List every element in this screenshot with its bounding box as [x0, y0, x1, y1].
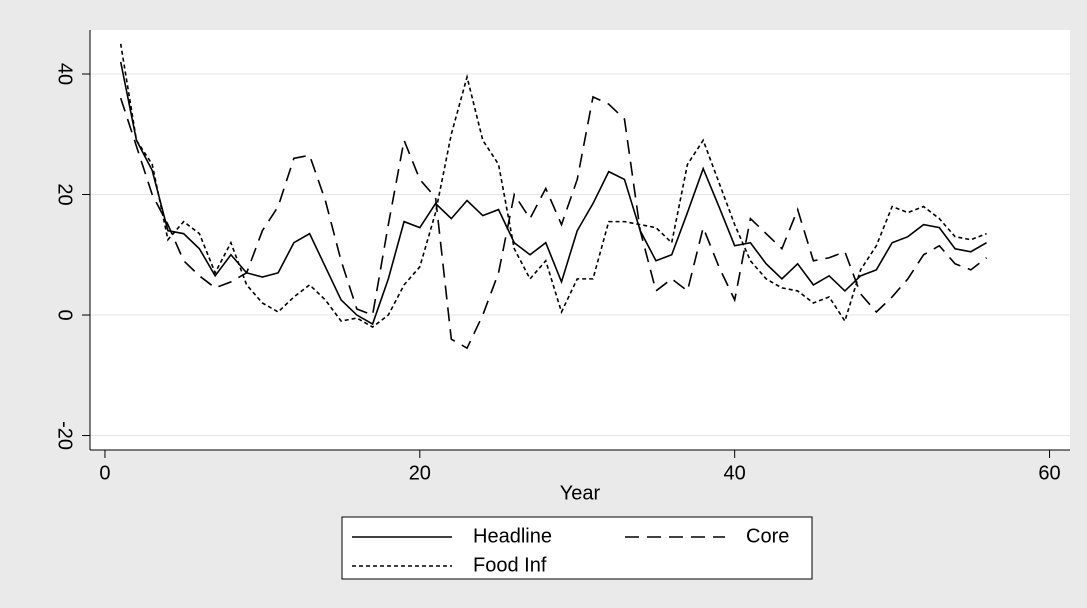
x-tick-label: 20 [409, 462, 431, 484]
y-tick-label: -20 [54, 421, 76, 450]
x-axis-label: Year [560, 482, 601, 504]
plot-area [90, 30, 1070, 450]
line-series [119, 43, 987, 329]
y-tick-label: 0 [54, 309, 76, 320]
y-tick-label: 40 [54, 63, 76, 85]
line-series [119, 95, 988, 350]
legend-box [341, 516, 813, 580]
legend-label: Headline [473, 525, 552, 547]
legend-label: Core [746, 525, 789, 547]
x-tick-label: 0 [99, 462, 110, 484]
x-tick-label: 40 [724, 462, 746, 484]
x-tick-label: 60 [1038, 462, 1060, 484]
line-series [119, 61, 987, 326]
legend-label: Food Inf [473, 554, 547, 576]
y-tick-label: 20 [54, 183, 76, 205]
